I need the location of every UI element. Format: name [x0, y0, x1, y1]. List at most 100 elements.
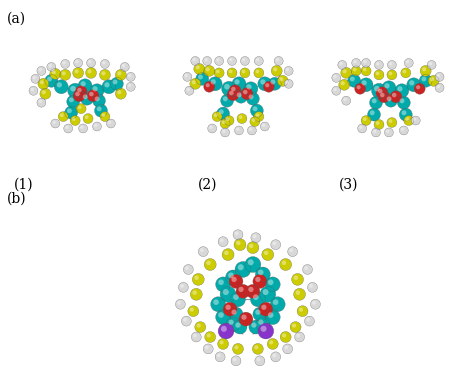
Circle shape	[74, 69, 79, 73]
Circle shape	[353, 67, 356, 71]
Circle shape	[374, 120, 384, 129]
Circle shape	[276, 58, 279, 62]
Circle shape	[223, 289, 229, 295]
Circle shape	[374, 70, 384, 80]
Circle shape	[273, 299, 278, 305]
Circle shape	[352, 58, 361, 67]
Text: (a): (a)	[7, 11, 26, 25]
Circle shape	[217, 354, 220, 358]
Circle shape	[400, 98, 404, 103]
Circle shape	[222, 81, 237, 96]
Circle shape	[204, 81, 215, 92]
Circle shape	[333, 88, 337, 91]
Circle shape	[215, 56, 224, 65]
Circle shape	[230, 292, 246, 307]
Circle shape	[192, 58, 196, 62]
Circle shape	[297, 306, 308, 317]
Circle shape	[304, 316, 314, 326]
Circle shape	[374, 60, 383, 69]
Circle shape	[75, 60, 79, 64]
Circle shape	[178, 282, 188, 292]
Circle shape	[238, 287, 244, 292]
Circle shape	[306, 318, 310, 321]
Circle shape	[65, 106, 78, 119]
Circle shape	[260, 286, 276, 302]
Circle shape	[58, 112, 68, 122]
Circle shape	[244, 82, 258, 96]
Circle shape	[224, 116, 234, 125]
Circle shape	[294, 332, 304, 342]
Circle shape	[282, 333, 286, 338]
Text: (1): (1)	[14, 178, 33, 192]
Circle shape	[253, 274, 267, 289]
Circle shape	[310, 299, 320, 309]
Circle shape	[38, 68, 42, 71]
Circle shape	[68, 83, 82, 98]
Circle shape	[200, 248, 204, 252]
Circle shape	[89, 92, 94, 96]
Circle shape	[183, 318, 187, 321]
Circle shape	[227, 89, 239, 101]
Circle shape	[192, 274, 204, 285]
Circle shape	[81, 92, 93, 105]
Circle shape	[250, 116, 260, 127]
Circle shape	[72, 117, 76, 121]
Circle shape	[245, 257, 261, 272]
Circle shape	[219, 340, 224, 345]
Circle shape	[67, 108, 72, 113]
Circle shape	[193, 334, 197, 338]
Circle shape	[75, 86, 87, 98]
Circle shape	[94, 123, 98, 127]
Circle shape	[262, 123, 265, 127]
Circle shape	[243, 90, 247, 94]
Circle shape	[255, 310, 261, 315]
Circle shape	[387, 96, 392, 101]
Circle shape	[77, 88, 82, 93]
Circle shape	[296, 290, 300, 295]
Circle shape	[361, 116, 371, 125]
Circle shape	[62, 61, 66, 64]
Circle shape	[302, 265, 312, 274]
Circle shape	[277, 75, 288, 86]
Circle shape	[216, 277, 230, 292]
Circle shape	[222, 120, 226, 124]
Circle shape	[279, 77, 283, 82]
Circle shape	[206, 83, 210, 87]
Circle shape	[288, 247, 298, 257]
Circle shape	[186, 88, 190, 91]
Circle shape	[248, 287, 254, 292]
Circle shape	[191, 289, 202, 300]
Circle shape	[246, 284, 260, 298]
Circle shape	[218, 338, 228, 349]
Circle shape	[222, 249, 234, 261]
Circle shape	[420, 65, 431, 76]
Circle shape	[107, 119, 115, 128]
Circle shape	[51, 119, 60, 128]
Circle shape	[338, 60, 346, 69]
Circle shape	[374, 86, 380, 91]
Circle shape	[222, 129, 226, 133]
Circle shape	[255, 70, 259, 73]
Circle shape	[37, 66, 46, 75]
Circle shape	[185, 86, 194, 95]
Circle shape	[234, 239, 246, 250]
Circle shape	[386, 129, 389, 133]
Circle shape	[231, 87, 236, 91]
Circle shape	[236, 284, 250, 298]
Circle shape	[359, 125, 363, 129]
Circle shape	[205, 346, 209, 349]
Circle shape	[38, 100, 42, 103]
Circle shape	[372, 98, 377, 103]
Circle shape	[196, 73, 209, 85]
Circle shape	[177, 301, 181, 305]
Circle shape	[97, 106, 101, 111]
Circle shape	[428, 62, 432, 65]
Circle shape	[284, 79, 293, 88]
Circle shape	[236, 127, 239, 131]
Circle shape	[242, 58, 246, 62]
Circle shape	[80, 125, 83, 129]
Circle shape	[196, 65, 200, 69]
Circle shape	[255, 56, 264, 65]
Circle shape	[370, 96, 383, 109]
Circle shape	[220, 128, 229, 137]
